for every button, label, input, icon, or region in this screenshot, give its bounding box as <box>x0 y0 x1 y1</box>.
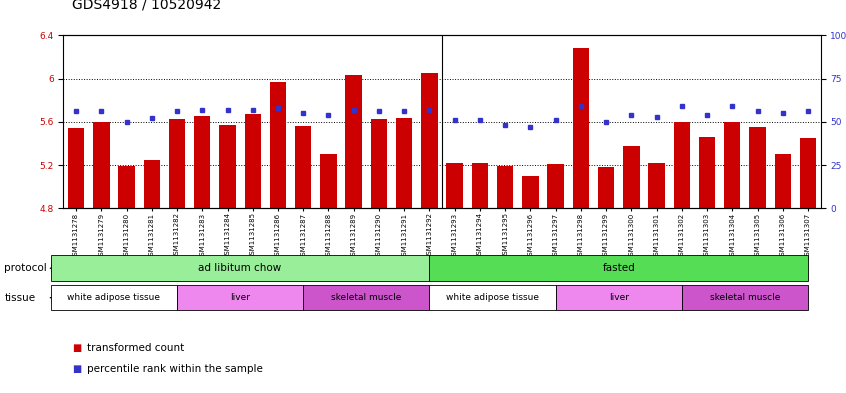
Bar <box>648 163 665 208</box>
Bar <box>497 166 514 208</box>
Text: fasted: fasted <box>602 263 635 273</box>
Bar <box>472 163 488 208</box>
Text: percentile rank within the sample: percentile rank within the sample <box>87 364 263 375</box>
Bar <box>295 126 311 208</box>
Bar <box>573 48 589 208</box>
Text: ad libitum chow: ad libitum chow <box>199 263 282 273</box>
Bar <box>345 75 362 208</box>
Bar <box>421 73 437 208</box>
Bar <box>194 116 211 208</box>
Text: ■: ■ <box>72 343 81 353</box>
Bar <box>169 119 185 208</box>
Bar <box>118 166 135 208</box>
Bar <box>724 122 740 208</box>
Text: ■: ■ <box>72 364 81 375</box>
Bar <box>93 122 109 208</box>
Text: liver: liver <box>609 293 629 302</box>
Bar <box>447 163 463 208</box>
Bar <box>750 127 766 208</box>
Text: GDS4918 / 10520942: GDS4918 / 10520942 <box>72 0 221 12</box>
Bar <box>219 125 236 208</box>
Bar <box>598 167 614 208</box>
Text: liver: liver <box>230 293 250 302</box>
Bar <box>68 128 85 208</box>
Bar <box>321 154 337 208</box>
Bar <box>775 154 791 208</box>
Text: transformed count: transformed count <box>87 343 184 353</box>
Bar <box>244 114 261 208</box>
Bar <box>547 164 563 208</box>
Bar <box>799 138 816 208</box>
Text: skeletal muscle: skeletal muscle <box>710 293 780 302</box>
Bar <box>624 145 640 208</box>
Bar <box>270 82 286 208</box>
Bar <box>673 122 690 208</box>
Text: skeletal muscle: skeletal muscle <box>331 293 402 302</box>
Text: tissue: tissue <box>4 293 36 303</box>
Bar <box>522 176 539 208</box>
Text: white adipose tissue: white adipose tissue <box>68 293 161 302</box>
Bar <box>396 118 412 208</box>
Bar <box>144 160 160 208</box>
Text: white adipose tissue: white adipose tissue <box>446 293 539 302</box>
Bar <box>699 137 715 208</box>
Bar <box>371 119 387 208</box>
Text: protocol: protocol <box>4 263 47 273</box>
